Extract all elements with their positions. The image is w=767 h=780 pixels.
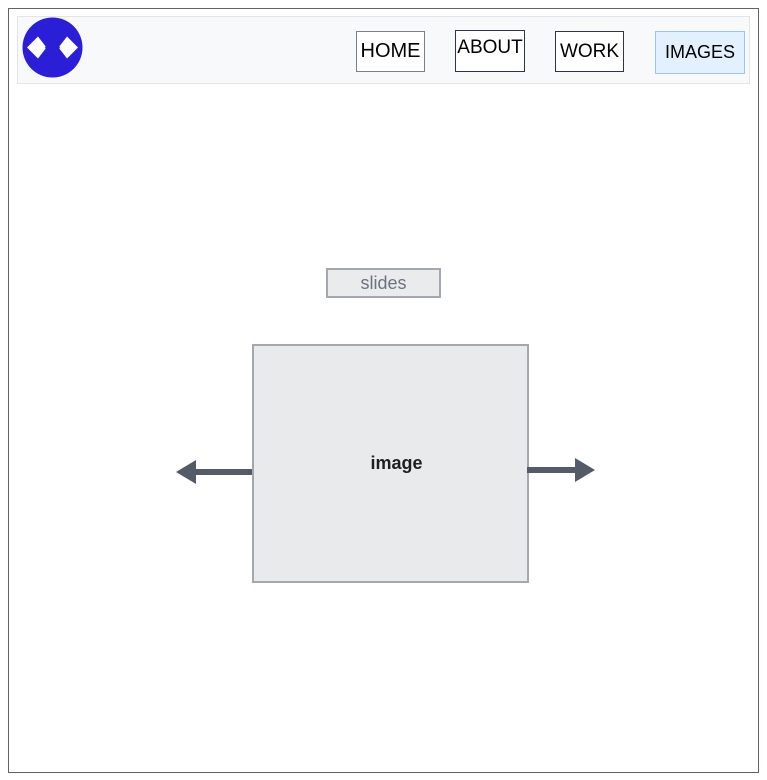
- image-label: image: [370, 453, 423, 473]
- slide-image-placeholder: image: [252, 344, 529, 583]
- slides-title-text: slides: [360, 272, 407, 293]
- nav-work-button[interactable]: WORK: [555, 31, 624, 72]
- nav-about-label: ABOUT: [457, 37, 523, 58]
- nav-home-button[interactable]: HOME: [356, 31, 425, 72]
- nav-home-label: HOME: [360, 40, 421, 62]
- next-slide-button[interactable]: [527, 453, 595, 485]
- nav-about-button[interactable]: ABOUT: [455, 30, 525, 72]
- logo-icon[interactable]: [22, 17, 83, 78]
- previous-slide-button[interactable]: [176, 457, 254, 489]
- nav-images-button[interactable]: IMAGES: [655, 31, 745, 74]
- arrow-left-icon: [176, 460, 254, 484]
- slides-title: slides: [326, 268, 441, 298]
- arrow-right-icon: [527, 458, 595, 482]
- nav-images-label: IMAGES: [664, 42, 735, 62]
- nav-work-label: WORK: [559, 40, 620, 62]
